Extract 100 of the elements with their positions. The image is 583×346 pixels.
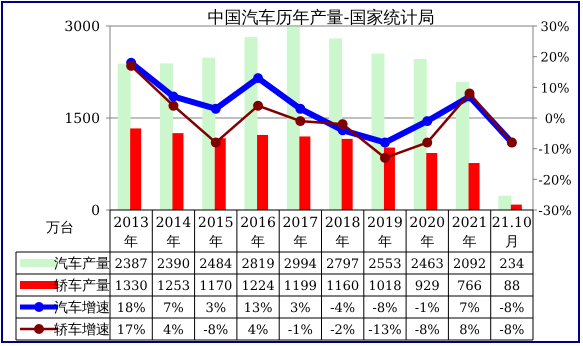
data-label: 2387 bbox=[114, 257, 148, 272]
point bbox=[126, 60, 136, 71]
y2-tick-label: 10% bbox=[540, 81, 570, 96]
data-label: 1170 bbox=[199, 279, 232, 294]
y-tick-label: 3000 bbox=[64, 19, 100, 35]
data-label: 766 bbox=[457, 279, 482, 294]
data-label: -8% bbox=[499, 323, 524, 338]
data-label: 4% bbox=[163, 323, 184, 338]
bar bbox=[202, 58, 216, 210]
data-label: 2797 bbox=[326, 257, 360, 272]
data-label: -1% bbox=[288, 323, 313, 338]
data-label: 1018 bbox=[368, 279, 402, 294]
x-tick-label: 2013年 bbox=[113, 215, 149, 250]
legend: 轿车产量 bbox=[20, 278, 110, 294]
bar bbox=[342, 138, 353, 210]
data-label: 234 bbox=[499, 257, 524, 272]
point bbox=[295, 104, 306, 114]
x-tick-label: 2015年 bbox=[198, 215, 234, 250]
data-label: 3% bbox=[290, 301, 311, 316]
data-label: -13% bbox=[368, 323, 402, 338]
data-label: -8% bbox=[372, 301, 398, 316]
data-label: 2553 bbox=[368, 257, 402, 272]
data-label: 1253 bbox=[156, 279, 190, 294]
point bbox=[338, 119, 348, 130]
data-label: 1330 bbox=[114, 279, 148, 294]
data-label: -8% bbox=[414, 323, 440, 338]
x-tick-label: 2020年 bbox=[409, 215, 446, 250]
point bbox=[422, 116, 432, 126]
bar bbox=[244, 37, 258, 210]
bar bbox=[286, 26, 300, 210]
point bbox=[168, 100, 178, 111]
point bbox=[380, 138, 390, 148]
bar bbox=[468, 163, 480, 210]
y-tick-label: 0 bbox=[91, 203, 100, 219]
point bbox=[380, 152, 390, 163]
y2-tick-label: 20% bbox=[540, 50, 570, 66]
point bbox=[210, 104, 221, 114]
data-label: -2% bbox=[330, 323, 356, 338]
data-label: 3% bbox=[205, 301, 226, 316]
y2-tick-label: -30% bbox=[538, 204, 572, 219]
bar bbox=[498, 196, 512, 210]
title: 中国汽车历年产量-国家统计局 bbox=[208, 8, 434, 28]
data-label: -4% bbox=[330, 301, 356, 316]
data-label: 2819 bbox=[242, 257, 275, 272]
point bbox=[464, 88, 475, 98]
data-label: 2484 bbox=[199, 257, 232, 272]
data-label: 929 bbox=[414, 279, 440, 294]
x-tick-label: 2018年 bbox=[324, 215, 360, 250]
bar bbox=[384, 148, 395, 210]
data-label: 2463 bbox=[410, 257, 444, 272]
point bbox=[168, 92, 178, 102]
bar bbox=[214, 138, 226, 210]
y2-tick-label: 0% bbox=[544, 112, 566, 127]
x-tick-label: 21.10月 bbox=[492, 215, 532, 250]
data-label: 1199 bbox=[284, 279, 317, 294]
data-label: 18% bbox=[116, 301, 146, 316]
y2-tick-label: -10% bbox=[538, 142, 572, 158]
point bbox=[295, 116, 306, 126]
legend-label: 汽车产量 bbox=[54, 256, 110, 272]
point bbox=[210, 138, 221, 148]
data-label: 2390 bbox=[156, 257, 190, 272]
bar bbox=[118, 64, 131, 210]
data-label: 4% bbox=[248, 323, 268, 338]
data-label: 1160 bbox=[326, 279, 360, 294]
x-tick-label: 2019年 bbox=[367, 215, 403, 250]
data-label: 7% bbox=[163, 301, 184, 316]
y2-tick-label: -20% bbox=[538, 173, 572, 188]
data-label: 8% bbox=[459, 323, 480, 338]
bar bbox=[130, 128, 142, 210]
bar bbox=[172, 133, 184, 210]
legend: 轿车增速 bbox=[20, 322, 110, 338]
x-tick-label: 2021年 bbox=[452, 215, 488, 250]
bar bbox=[456, 82, 470, 210]
bar bbox=[426, 153, 438, 210]
x-tick-label: 2017年 bbox=[282, 215, 318, 250]
point bbox=[253, 100, 264, 111]
legend: 汽车增速 bbox=[20, 300, 110, 316]
data-label: -8% bbox=[499, 301, 524, 316]
y-tick-label: 1500 bbox=[64, 111, 100, 127]
x-tick-label: 2014年 bbox=[156, 215, 192, 250]
data-label: -1% bbox=[414, 301, 440, 316]
data-label: 2092 bbox=[453, 257, 486, 272]
legend-label: 轿车增速 bbox=[54, 322, 110, 338]
point bbox=[422, 138, 432, 148]
data-label: 1224 bbox=[242, 279, 275, 294]
point bbox=[253, 73, 264, 84]
bar bbox=[414, 58, 427, 210]
data-label: 13% bbox=[244, 301, 273, 316]
data-label: 17% bbox=[116, 323, 146, 338]
bar bbox=[510, 204, 522, 210]
data-label: 7% bbox=[459, 301, 480, 316]
bar bbox=[329, 38, 342, 210]
bar bbox=[257, 134, 268, 210]
x-tick-label: 2016年 bbox=[240, 215, 276, 250]
data-label: -8% bbox=[203, 323, 228, 338]
ylabel: 万台 bbox=[46, 220, 74, 236]
bar bbox=[299, 136, 310, 210]
bar bbox=[371, 53, 384, 210]
data-label: 88 bbox=[504, 279, 520, 294]
data-label: 2994 bbox=[284, 257, 317, 272]
